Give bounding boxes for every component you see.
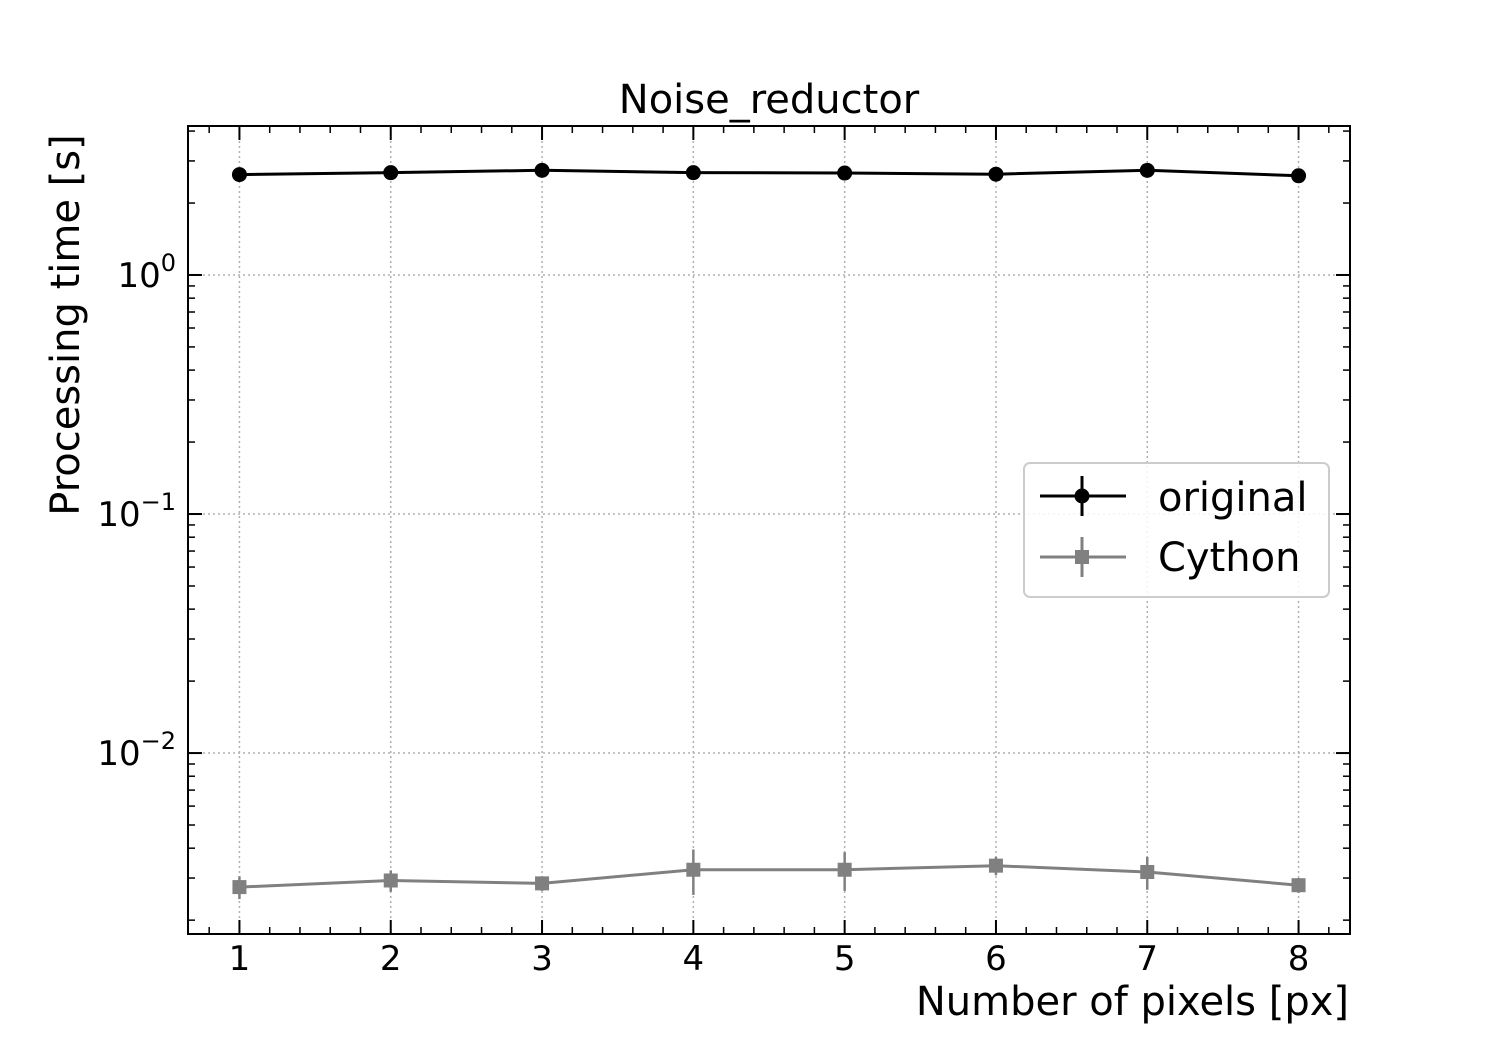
y-tick-label: 10−1	[97, 488, 176, 535]
x-tick-label: 4	[683, 939, 705, 979]
x-tick-label: 2	[380, 939, 402, 979]
data-point-original	[1291, 168, 1307, 184]
data-point-cython	[535, 876, 550, 891]
x-tick-label: 5	[834, 939, 856, 979]
y-axis-label: Processing time [s]	[43, 134, 89, 515]
ticks	[188, 126, 1350, 934]
x-axis-label: Number of pixels [px]	[916, 979, 1349, 1025]
legend: original Cython	[1023, 462, 1330, 598]
data-point-original	[383, 165, 399, 181]
data-point-original	[231, 167, 247, 183]
data-point-cython	[383, 873, 398, 888]
series-line-original	[239, 168, 1299, 178]
series-lines	[239, 168, 1299, 889]
y-tick-label: 100	[117, 249, 176, 296]
data-point-original	[837, 165, 853, 181]
y-tick-labels: 100 10−1 10−2	[97, 249, 176, 774]
legend-marker-original	[1074, 488, 1090, 504]
plot-frame	[187, 125, 1351, 935]
x-tick-labels: 1 2 3 4 5 6 7 8	[229, 939, 1310, 979]
chart-title: Noise_reductor	[619, 77, 920, 123]
data-point-original	[988, 166, 1004, 182]
x-tick-label: 3	[531, 939, 553, 979]
data-point-cython	[232, 880, 247, 895]
data-point-cython	[1140, 864, 1155, 879]
series-markers	[231, 162, 1307, 895]
data-point-cython	[837, 862, 852, 877]
legend-label-original: original	[1158, 475, 1308, 521]
legend-marker-cython	[1075, 550, 1089, 564]
x-tick-label: 8	[1288, 939, 1310, 979]
grid	[188, 126, 1350, 934]
data-point-original	[1139, 162, 1155, 178]
data-point-cython	[686, 862, 701, 877]
x-tick-label: 6	[985, 939, 1007, 979]
legend-label-cython: Cython	[1158, 535, 1300, 581]
data-point-original	[685, 165, 701, 181]
x-tick-label: 1	[229, 939, 251, 979]
data-point-cython	[1291, 878, 1306, 893]
data-point-cython	[988, 858, 1003, 873]
data-point-original	[534, 162, 550, 178]
x-tick-label: 7	[1136, 939, 1158, 979]
series-line-cython	[239, 864, 1299, 889]
y-tick-label: 10−2	[97, 727, 176, 774]
